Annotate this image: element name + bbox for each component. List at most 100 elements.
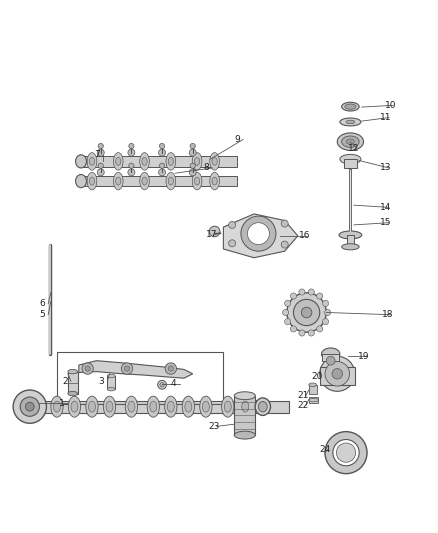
- Circle shape: [98, 143, 103, 149]
- Bar: [26, 400, 289, 413]
- Bar: [347, 235, 354, 247]
- Ellipse shape: [103, 396, 116, 417]
- Circle shape: [159, 169, 166, 176]
- Ellipse shape: [242, 401, 249, 412]
- Ellipse shape: [255, 398, 271, 415]
- Text: 9: 9: [234, 135, 240, 144]
- Text: 14: 14: [380, 203, 392, 212]
- Ellipse shape: [346, 139, 354, 144]
- Ellipse shape: [337, 133, 364, 150]
- Ellipse shape: [142, 177, 147, 185]
- Text: 2: 2: [62, 377, 68, 386]
- Bar: [320, 367, 355, 385]
- Circle shape: [299, 289, 305, 295]
- Ellipse shape: [71, 401, 78, 412]
- Circle shape: [13, 390, 46, 423]
- Ellipse shape: [106, 401, 113, 412]
- Circle shape: [85, 366, 90, 371]
- Ellipse shape: [140, 152, 149, 170]
- Ellipse shape: [222, 396, 234, 417]
- Ellipse shape: [113, 172, 123, 190]
- Circle shape: [229, 240, 236, 247]
- Circle shape: [336, 443, 356, 462]
- Ellipse shape: [107, 374, 115, 378]
- Text: 5: 5: [39, 310, 45, 319]
- Ellipse shape: [116, 157, 121, 165]
- Ellipse shape: [212, 177, 217, 185]
- Ellipse shape: [210, 172, 219, 190]
- Text: 3: 3: [99, 377, 104, 386]
- Ellipse shape: [192, 172, 202, 190]
- Polygon shape: [223, 214, 298, 258]
- Circle shape: [308, 289, 314, 295]
- Circle shape: [281, 220, 288, 227]
- Circle shape: [128, 149, 135, 156]
- Polygon shape: [79, 361, 193, 378]
- Circle shape: [160, 383, 164, 387]
- Circle shape: [158, 381, 166, 389]
- Circle shape: [124, 366, 130, 371]
- Bar: [309, 397, 318, 403]
- Circle shape: [165, 363, 177, 374]
- Circle shape: [190, 143, 195, 149]
- Circle shape: [121, 363, 133, 374]
- Bar: [107, 376, 115, 389]
- Circle shape: [129, 143, 134, 149]
- Circle shape: [325, 432, 367, 474]
- Circle shape: [159, 163, 165, 168]
- Ellipse shape: [150, 401, 157, 412]
- Bar: [344, 159, 357, 168]
- Text: 6: 6: [39, 299, 45, 308]
- Bar: [234, 395, 255, 435]
- Circle shape: [293, 300, 320, 326]
- Circle shape: [285, 300, 291, 306]
- Circle shape: [332, 368, 343, 379]
- Text: 15: 15: [380, 218, 392, 227]
- Text: 17: 17: [206, 230, 217, 239]
- Circle shape: [20, 397, 39, 416]
- Ellipse shape: [53, 401, 60, 412]
- Text: 1: 1: [59, 399, 65, 408]
- Circle shape: [229, 221, 236, 229]
- Text: 8: 8: [204, 164, 209, 173]
- Circle shape: [209, 226, 220, 237]
- Ellipse shape: [89, 157, 95, 165]
- Ellipse shape: [200, 396, 212, 417]
- Text: 20: 20: [311, 373, 322, 382]
- Text: 18: 18: [382, 310, 393, 319]
- Ellipse shape: [125, 396, 138, 417]
- Ellipse shape: [168, 177, 173, 185]
- Circle shape: [159, 149, 166, 156]
- Ellipse shape: [166, 172, 176, 190]
- Circle shape: [189, 149, 196, 156]
- Circle shape: [285, 319, 291, 325]
- Ellipse shape: [258, 401, 267, 412]
- Ellipse shape: [182, 396, 194, 417]
- Circle shape: [320, 356, 355, 391]
- Ellipse shape: [33, 396, 46, 417]
- Ellipse shape: [86, 396, 98, 417]
- Circle shape: [325, 310, 331, 316]
- Circle shape: [308, 330, 314, 336]
- Ellipse shape: [202, 401, 209, 412]
- Circle shape: [317, 293, 323, 299]
- Ellipse shape: [167, 401, 174, 412]
- Ellipse shape: [51, 396, 63, 417]
- Text: 19: 19: [358, 352, 370, 361]
- Ellipse shape: [116, 177, 121, 185]
- Bar: [68, 372, 78, 393]
- Text: 11: 11: [380, 113, 392, 122]
- Ellipse shape: [345, 104, 356, 109]
- Ellipse shape: [147, 396, 159, 417]
- Circle shape: [159, 143, 165, 149]
- Ellipse shape: [342, 244, 359, 250]
- Circle shape: [333, 440, 359, 466]
- Circle shape: [247, 223, 269, 245]
- Ellipse shape: [113, 152, 123, 170]
- Text: 21: 21: [297, 391, 308, 400]
- Bar: [79, 156, 237, 167]
- Ellipse shape: [346, 120, 355, 124]
- Ellipse shape: [340, 118, 361, 126]
- Circle shape: [190, 163, 195, 168]
- Ellipse shape: [165, 396, 177, 417]
